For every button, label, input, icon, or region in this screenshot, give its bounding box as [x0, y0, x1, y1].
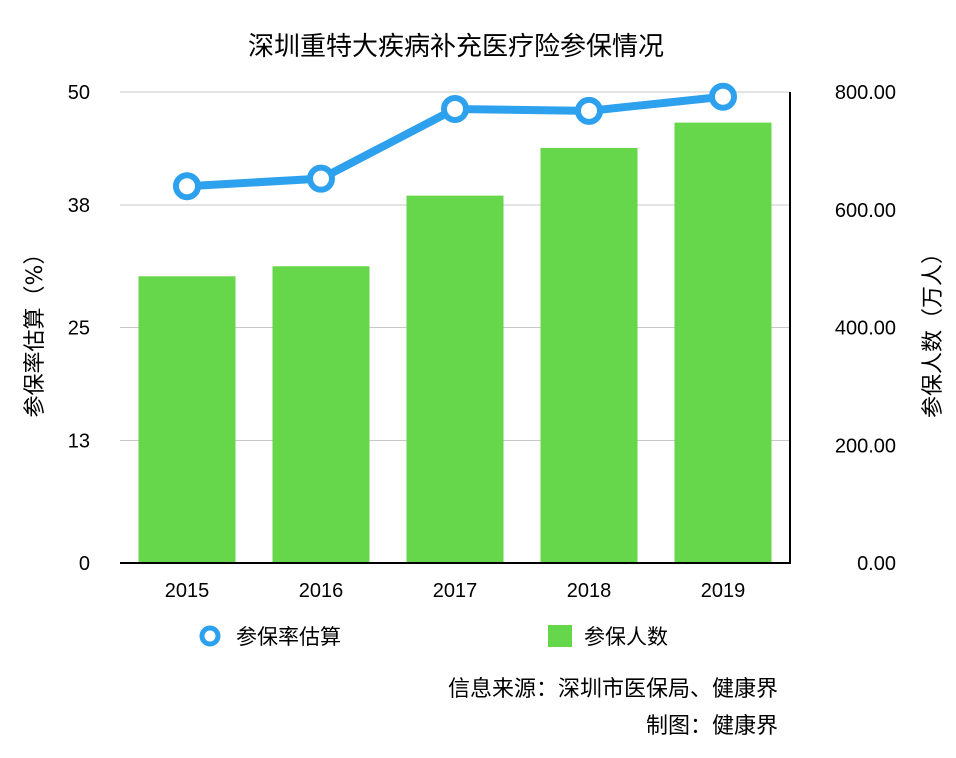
- right-tick-label: 0.00: [857, 553, 896, 575]
- left-tick-label: 38: [68, 195, 90, 217]
- source-note: 信息来源：深圳市医保局、健康界: [448, 677, 778, 702]
- rate-point-2016: [307, 164, 335, 193]
- credit-note: 制图：健康界: [646, 714, 778, 739]
- bar-2018: [540, 147, 638, 563]
- rate-point-2015: [173, 172, 201, 201]
- right-tick-label: 600.00: [835, 200, 896, 222]
- left-tick-label: 13: [68, 431, 90, 453]
- rate-point-2019: [709, 82, 737, 111]
- bar-2019: [674, 122, 772, 564]
- legend-label-rate: 参保率估算: [236, 625, 341, 649]
- legend-line-marker: [199, 625, 221, 647]
- x-tick-label: 2018: [567, 580, 612, 602]
- x-axis-ticks: 2015 2016 2017 2018 2019: [165, 580, 746, 602]
- line-series: [173, 82, 737, 201]
- chart-title: 深圳重特大疾病补充医疗险参保情况: [248, 32, 664, 62]
- right-tick-label: 800.00: [835, 82, 896, 104]
- bar-2017: [406, 195, 504, 563]
- left-axis-title: 参保率估算（%）: [23, 243, 48, 418]
- bar-series: [138, 122, 772, 564]
- bar-2016: [272, 266, 370, 563]
- left-tick-label: 25: [68, 318, 90, 340]
- right-tick-label: 400.00: [835, 318, 896, 340]
- left-axis-ticks: 0 13 25 38 50: [68, 82, 90, 575]
- left-tick-label: 0: [79, 553, 90, 575]
- x-tick-label: 2016: [299, 580, 344, 602]
- axes: [120, 92, 791, 564]
- legend-item-count: 参保人数: [548, 625, 668, 649]
- x-tick-label: 2017: [433, 580, 478, 602]
- legend-item-rate: 参保率估算: [199, 625, 341, 649]
- legend: 参保率估算 参保人数: [199, 625, 668, 649]
- x-tick-label: 2015: [165, 580, 210, 602]
- right-tick-label: 200.00: [835, 435, 896, 457]
- bar-2015: [138, 276, 236, 563]
- legend-square-marker: [548, 625, 572, 647]
- legend-label-count: 参保人数: [584, 625, 668, 649]
- left-tick-label: 50: [68, 82, 90, 104]
- right-axis-ticks: 0.00 200.00 400.00 600.00 800.00: [835, 82, 896, 575]
- right-axis-title: 参保人数（万人）: [921, 242, 946, 418]
- x-tick-label: 2019: [701, 580, 746, 602]
- rate-point-2018: [575, 96, 603, 125]
- rate-point-2017: [441, 94, 469, 123]
